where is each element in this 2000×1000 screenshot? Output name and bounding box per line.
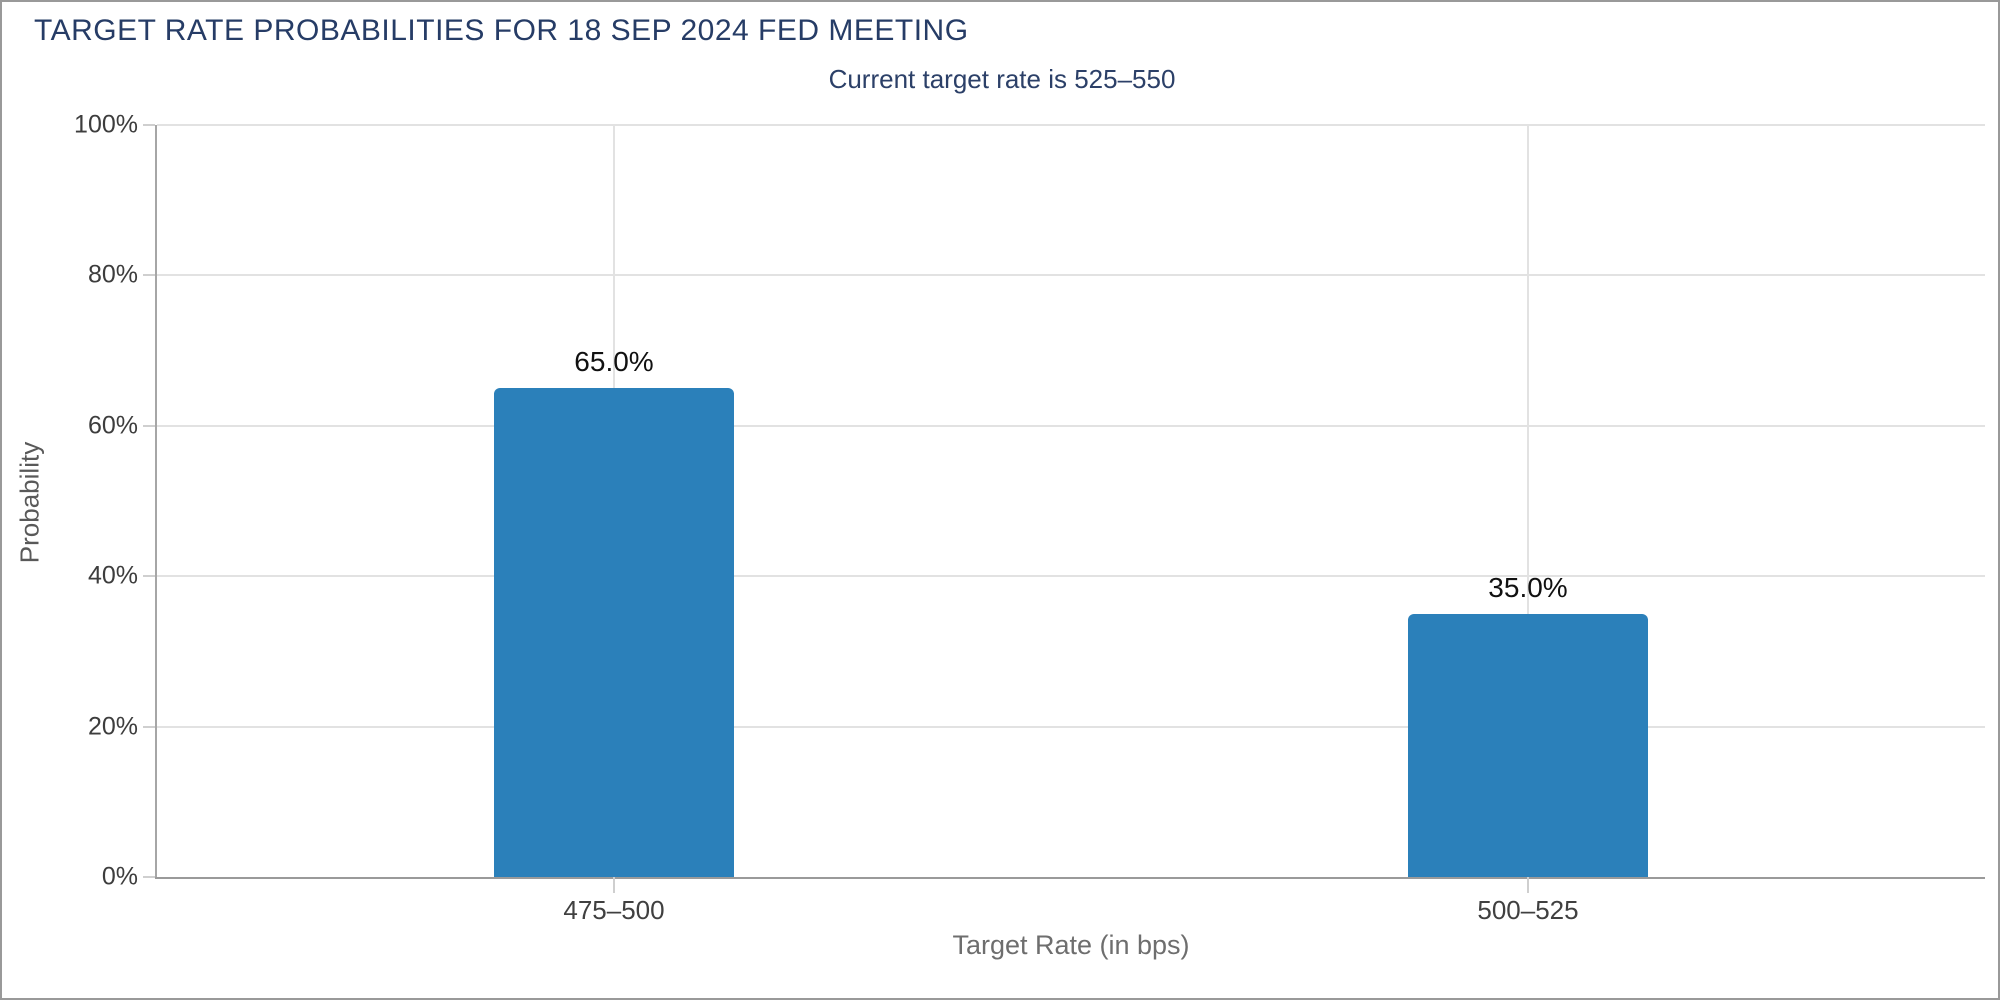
y-axis-title: Probability	[14, 441, 45, 564]
y-tick-label: 0%	[101, 862, 138, 891]
gridline-horizontal	[157, 575, 1985, 578]
bar-value-label: 35.0%	[1488, 571, 1568, 603]
y-tick-label: 20%	[87, 712, 138, 741]
x-category-label: 500–525	[1477, 895, 1579, 925]
y-tick-mark	[143, 424, 155, 427]
x-axis-line	[155, 877, 1985, 879]
bar-475–500	[494, 388, 734, 877]
gridline-horizontal	[157, 725, 1985, 728]
x-axis-title: Target Rate (in bps)	[952, 930, 1190, 960]
x-tick-mark	[1527, 877, 1529, 893]
gridline-horizontal	[157, 124, 1985, 126]
gridline-vertical	[1527, 125, 1529, 877]
plot-area	[143, 124, 1985, 893]
chart-title: TARGET RATE PROBABILITIES FOR 18 SEP 202…	[34, 14, 969, 47]
gridline-horizontal	[157, 424, 1985, 427]
y-tick-label: 100%	[74, 110, 138, 139]
y-tick-mark	[143, 274, 155, 277]
bar-value-label: 65.0%	[574, 346, 654, 378]
y-tick-mark	[143, 876, 155, 878]
y-tick-label: 60%	[87, 411, 138, 440]
x-category-label: 475–500	[563, 895, 665, 925]
chart-subtitle: Current target rate is 525–550	[828, 64, 1176, 94]
y-tick-label: 40%	[87, 561, 138, 590]
y-axis-line	[155, 125, 157, 877]
x-tick-mark	[613, 877, 615, 893]
y-tick-mark	[143, 725, 155, 728]
bar-500–525	[1408, 613, 1648, 877]
y-tick-label: 80%	[87, 260, 138, 289]
y-tick-mark	[143, 575, 155, 578]
gridline-horizontal	[157, 274, 1985, 277]
y-tick-mark	[143, 124, 155, 126]
